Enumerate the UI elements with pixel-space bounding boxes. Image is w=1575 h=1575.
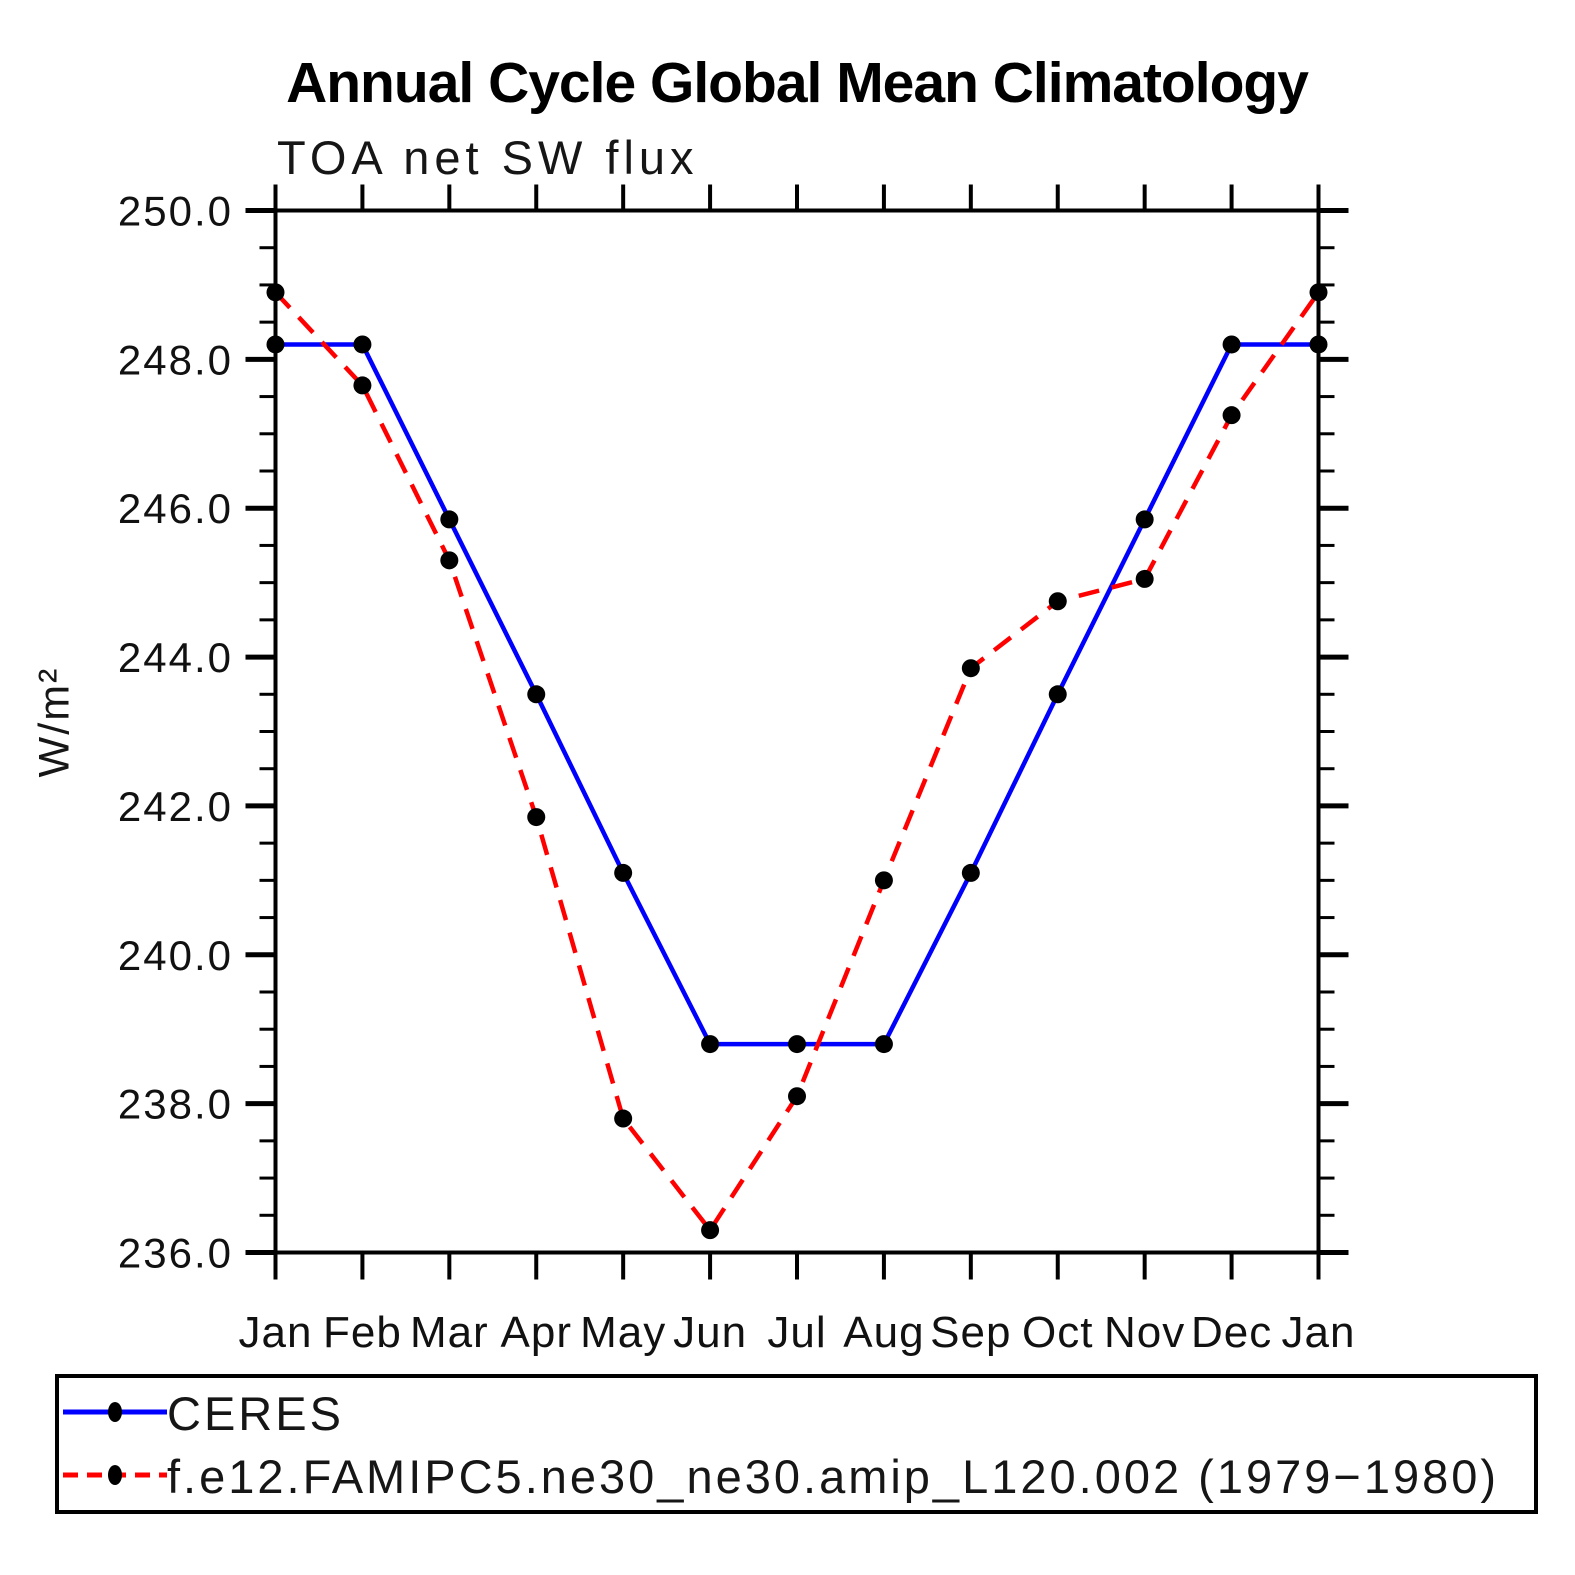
x-tick-label: Mar xyxy=(410,1308,489,1357)
x-tick-label: Jan xyxy=(1282,1308,1356,1357)
data-point-series1 xyxy=(1222,406,1241,425)
data-point-series1 xyxy=(701,1221,720,1240)
y-tick-label: 240.0 xyxy=(118,932,233,979)
x-tick-label: Feb xyxy=(323,1308,402,1357)
x-tick-label: May xyxy=(580,1308,666,1357)
x-tick-label: Nov xyxy=(1104,1308,1185,1357)
series-line-0 xyxy=(275,342,1319,1047)
legend-box: CERES f.e12.FAMIPC5.ne30_ne30.amip_L120.… xyxy=(55,1374,1538,1514)
x-tick-label: Apr xyxy=(501,1308,572,1357)
y-tick-label: 246.0 xyxy=(118,485,233,532)
x-tick-label: Oct xyxy=(1022,1308,1093,1357)
x-tick-label: Jan xyxy=(239,1308,313,1357)
y-tick-label: 242.0 xyxy=(118,783,233,830)
data-point-series1 xyxy=(1048,592,1067,611)
data-point-series0 xyxy=(353,335,372,354)
data-point-series1 xyxy=(527,808,546,827)
legend-marker-ceres xyxy=(108,1402,122,1422)
data-point-series1 xyxy=(440,551,459,570)
data-point-series1 xyxy=(1309,283,1328,302)
data-point-series0 xyxy=(874,1035,893,1054)
data-point-series0 xyxy=(614,863,633,882)
x-tick-label: Sep xyxy=(930,1308,1011,1357)
chart-subtitle: TOA net SW flux xyxy=(277,131,699,184)
y-tick-label: 248.0 xyxy=(118,336,233,383)
data-point-series0 xyxy=(527,685,546,704)
legend-label-model: f.e12.FAMIPC5.ne30_ne30.amip_L120.002 (1… xyxy=(167,1450,1500,1503)
data-point-series1 xyxy=(961,659,980,678)
data-point-series1 xyxy=(266,283,285,302)
chart-title: Annual Cycle Global Mean Climatology xyxy=(286,51,1309,115)
y-tick-label: 236.0 xyxy=(118,1230,233,1277)
data-point-series0 xyxy=(1135,510,1154,529)
x-tick-label: Dec xyxy=(1191,1308,1272,1357)
data-point-series1 xyxy=(614,1109,633,1128)
x-tick-label: Aug xyxy=(843,1308,924,1357)
data-point-series0 xyxy=(266,335,285,354)
legend-marker-model xyxy=(108,1465,122,1485)
legend-line-sample-model xyxy=(63,1465,167,1485)
data-point-series0 xyxy=(961,863,980,882)
legend-line-sample-ceres xyxy=(63,1402,167,1422)
data-point-series0 xyxy=(1222,335,1241,354)
data-point-series0 xyxy=(1048,685,1067,704)
y-tick-label: 244.0 xyxy=(118,634,233,681)
data-point-series0 xyxy=(440,510,459,529)
data-point-series1 xyxy=(788,1087,806,1106)
data-point-series1 xyxy=(874,871,893,890)
data-point-series0 xyxy=(788,1035,806,1054)
y-tick-label: 238.0 xyxy=(118,1081,233,1128)
x-tick-label: Jun xyxy=(673,1308,747,1357)
data-point-series1 xyxy=(1135,569,1154,588)
data-point-series1 xyxy=(353,376,372,395)
data-point-series0 xyxy=(1309,335,1328,354)
x-tick-label: Jul xyxy=(767,1308,826,1357)
y-tick-label: 250.0 xyxy=(118,188,233,235)
data-point-series0 xyxy=(701,1035,720,1054)
legend-label-ceres: CERES xyxy=(167,1387,344,1440)
